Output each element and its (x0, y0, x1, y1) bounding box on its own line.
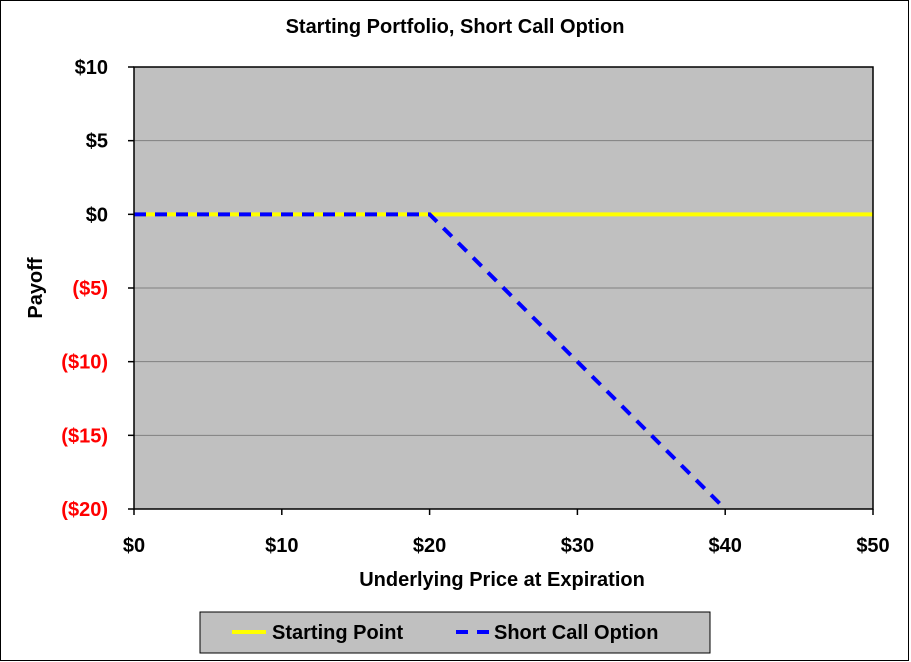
x-axis-ticks: $0 $10 $20 $30 $40 $50 (123, 509, 890, 557)
legend-label-starting-point: Starting Point (272, 622, 403, 644)
x-axis-title: Underlying Price at Expiration (359, 569, 645, 591)
series-layer (134, 212, 873, 511)
x-tick-label: $10 (265, 535, 298, 557)
x-tick-label: $30 (561, 535, 594, 557)
y-tick-label: ($15) (61, 425, 108, 447)
x-tick-label: $40 (709, 535, 742, 557)
y-axis-ticks: $10 $5 $0 ($5) ($10) ($15) ($20) (61, 57, 134, 521)
chart-title: Starting Portfolio, Short Call Option (286, 16, 625, 38)
y-axis-title: Payoff (25, 257, 47, 318)
x-tick-label: $50 (856, 535, 889, 557)
y-tick-label: ($10) (61, 352, 108, 374)
y-tick-label: ($5) (72, 278, 108, 300)
y-tick-label: ($20) (61, 499, 108, 521)
x-tick-label: $20 (413, 535, 446, 557)
legend-box (199, 611, 711, 654)
y-tick-label: $5 (86, 131, 108, 153)
x-tick-label: $0 (123, 535, 145, 557)
legend: Starting Point Short Call Option (199, 611, 711, 654)
legend-label-short-call-option: Short Call Option (494, 622, 658, 644)
series-line-short-call-option (134, 212, 727, 511)
y-tick-label: $0 (86, 204, 108, 226)
y-tick-label: $10 (75, 57, 108, 79)
